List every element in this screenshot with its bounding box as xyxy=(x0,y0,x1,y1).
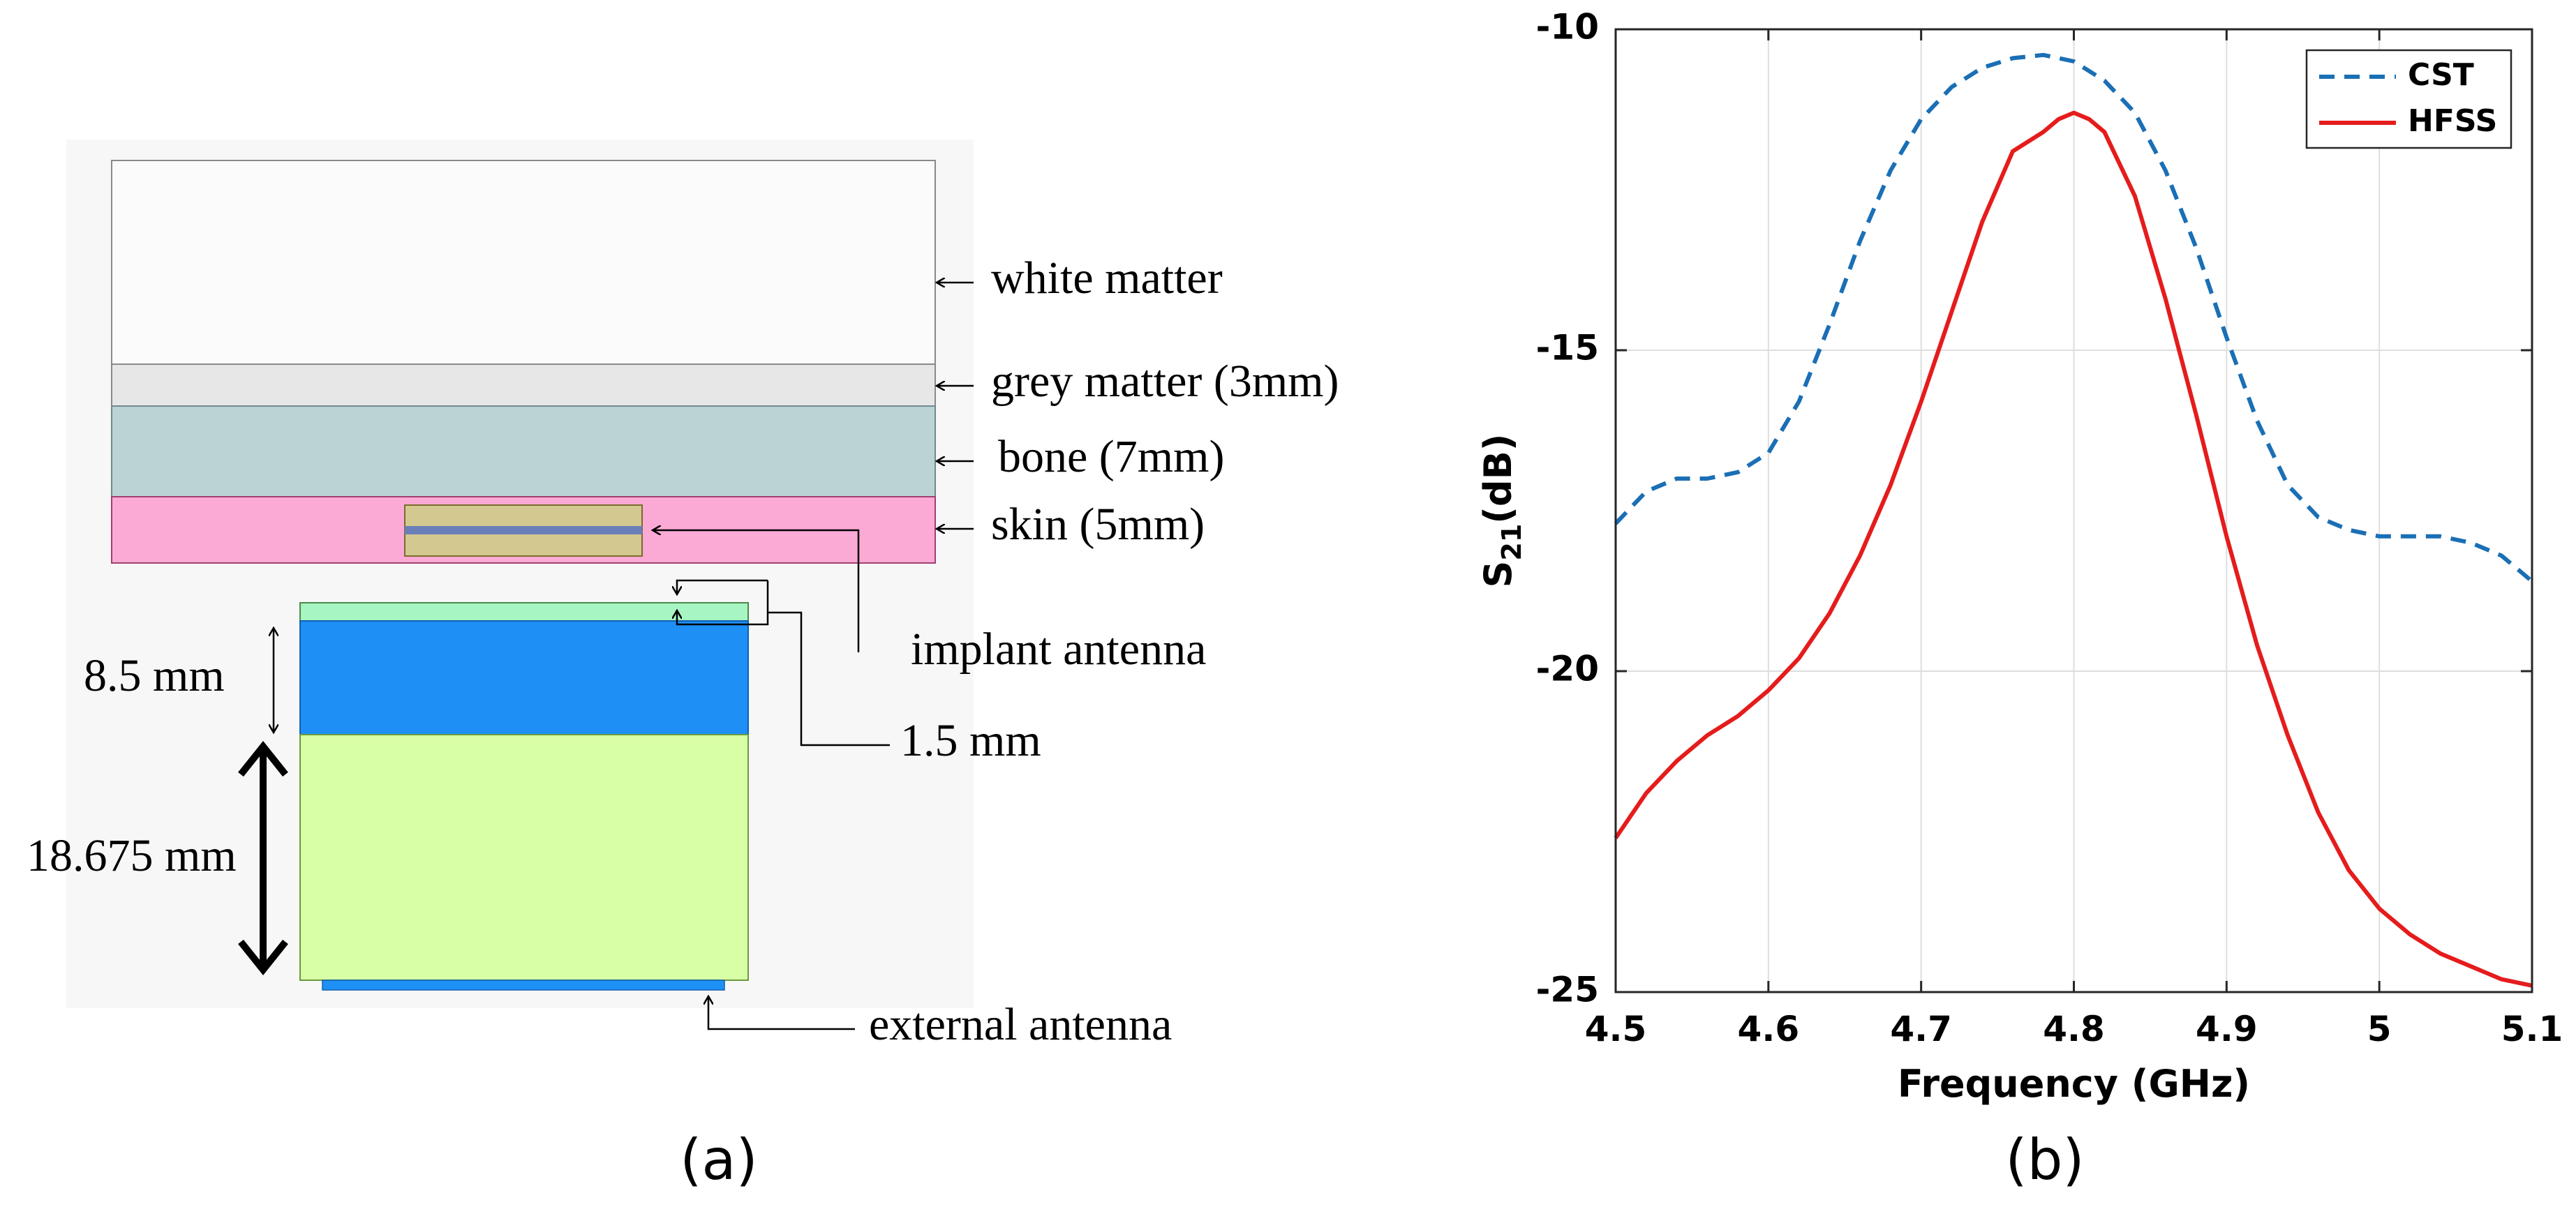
gap-leader xyxy=(768,611,890,746)
series-line-cst xyxy=(1614,52,2533,583)
chart-legend: CST HFSS xyxy=(2305,49,2512,149)
chart-ytick-labels: -25 -20 -15 -10 xyxy=(1536,7,1599,1010)
y-tick-label: -15 xyxy=(1536,328,1599,368)
chart-y-axis-label: S21(dB) xyxy=(1476,434,1527,588)
chart-y-axis-label-sub: 21 xyxy=(1496,524,1527,561)
legend-label-cst: CST xyxy=(2408,57,2474,93)
x-tick-label: 4.5 xyxy=(1585,1009,1647,1049)
white-matter-label: white matter xyxy=(991,253,1223,303)
skin-label: skin (5mm) xyxy=(991,499,1205,550)
y-tick-label: -10 xyxy=(1536,7,1599,47)
external-antenna xyxy=(322,980,725,991)
implant-antenna-strip xyxy=(405,526,642,534)
green-block xyxy=(299,734,749,981)
height-18-675-arrowhead-top xyxy=(238,740,288,777)
implant-antenna-label: implant antenna xyxy=(911,624,1206,675)
x-tick-label: 4.7 xyxy=(1890,1009,1952,1049)
gap-bracket-lower xyxy=(677,580,769,626)
chart-series-layer xyxy=(1614,52,2533,988)
height-18-675-arrowhead-bottom xyxy=(238,939,288,976)
blue-block xyxy=(299,620,749,735)
panel-a-diagram: white matter grey matter (3mm) bone (7mm… xyxy=(27,140,1339,1192)
y-tick-label: -25 xyxy=(1536,970,1599,1010)
chart-xtick-labels: 4.5 4.6 4.7 4.8 4.9 5 5.1 xyxy=(1585,1009,2563,1049)
implant-antenna-leader xyxy=(653,530,860,652)
external-antenna-leader xyxy=(708,996,855,1030)
gap-label: 1.5 mm xyxy=(900,715,1041,766)
top-strip-block xyxy=(299,602,749,622)
external-antenna-label: external antenna xyxy=(869,999,1172,1050)
white-matter-layer xyxy=(111,160,936,365)
chart-ticks xyxy=(1614,28,2533,993)
grey-matter-label: grey matter (3mm) xyxy=(991,356,1339,407)
x-tick-label: 4.6 xyxy=(1738,1009,1800,1049)
chart-y-axis-label-main: S xyxy=(1476,561,1520,588)
bone-layer xyxy=(111,405,936,497)
x-tick-label: 5.1 xyxy=(2501,1009,2563,1049)
caption-a: (a) xyxy=(680,1127,757,1192)
height-18-675-label: 18.675 mm xyxy=(27,830,237,881)
caption-b: (b) xyxy=(2005,1127,2084,1192)
legend-label-hfss: HFSS xyxy=(2408,103,2497,139)
chart-x-axis-label: Frequency (GHz) xyxy=(1898,1062,2250,1106)
chart-legend-box xyxy=(2305,49,2512,149)
panel-b-chart: 4.5 4.6 4.7 4.8 4.9 5 5.1 -25 -20 -15 -10 Frequen… xyxy=(1476,7,2563,1193)
series-line-hfss xyxy=(1614,110,2533,988)
gap-bracket-upper xyxy=(677,579,768,594)
x-tick-label: 5 xyxy=(2367,1009,2392,1049)
y-tick-label: -20 xyxy=(1536,649,1599,689)
x-tick-label: 4.9 xyxy=(2196,1009,2258,1049)
grey-matter-layer xyxy=(111,363,936,407)
x-tick-label: 4.8 xyxy=(2043,1009,2105,1049)
bone-label: bone (7mm) xyxy=(998,431,1224,482)
height-8-5-label: 8.5 mm xyxy=(84,650,225,701)
chart-y-axis-label-unit: (dB) xyxy=(1476,434,1520,524)
